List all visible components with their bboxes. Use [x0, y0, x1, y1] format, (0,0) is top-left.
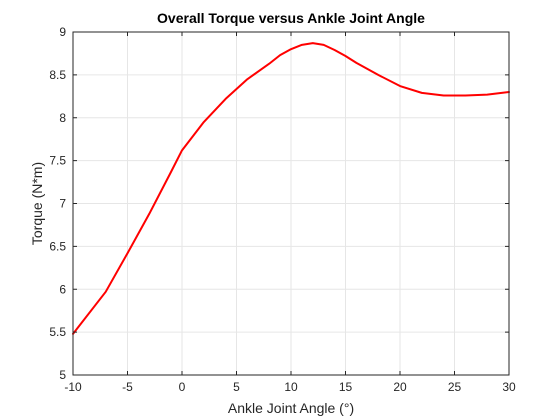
- y-tick-label: 6.5: [49, 239, 66, 253]
- y-tick-label: 5.5: [49, 325, 66, 339]
- torque-series-line: [72, 42, 510, 335]
- series-layer: [72, 42, 510, 335]
- x-tick-label: 5: [233, 380, 240, 394]
- y-axis-label: Torque (N*m): [29, 162, 45, 245]
- x-tick-label: 0: [179, 380, 186, 394]
- y-tick-label: 5: [59, 368, 66, 382]
- y-tick-label: 7: [59, 197, 66, 211]
- x-tick-label: 10: [284, 380, 298, 394]
- x-tick-label: 25: [448, 380, 462, 394]
- y-tick-label: 6: [59, 282, 66, 296]
- y-tick-label: 8: [59, 111, 66, 125]
- y-tick-label: 7.5: [49, 154, 66, 168]
- x-axis-label: Ankle Joint Angle (°): [228, 400, 354, 416]
- chart-title: Overall Torque versus Ankle Joint Angle: [157, 10, 425, 26]
- x-tick-label: 20: [393, 380, 407, 394]
- y-tick-label: 8.5: [49, 68, 66, 82]
- y-tick-label: 9: [59, 25, 66, 39]
- x-tick-label: 30: [502, 380, 516, 394]
- x-tick-label: -10: [64, 380, 82, 394]
- x-tick-label: 15: [339, 380, 353, 394]
- x-tick-label: -5: [122, 380, 133, 394]
- ticks: -10 -5 0 5 10 15 20 25 30 5 5.5 6 6.5 7 7.5 8 8.5 9: [49, 25, 516, 394]
